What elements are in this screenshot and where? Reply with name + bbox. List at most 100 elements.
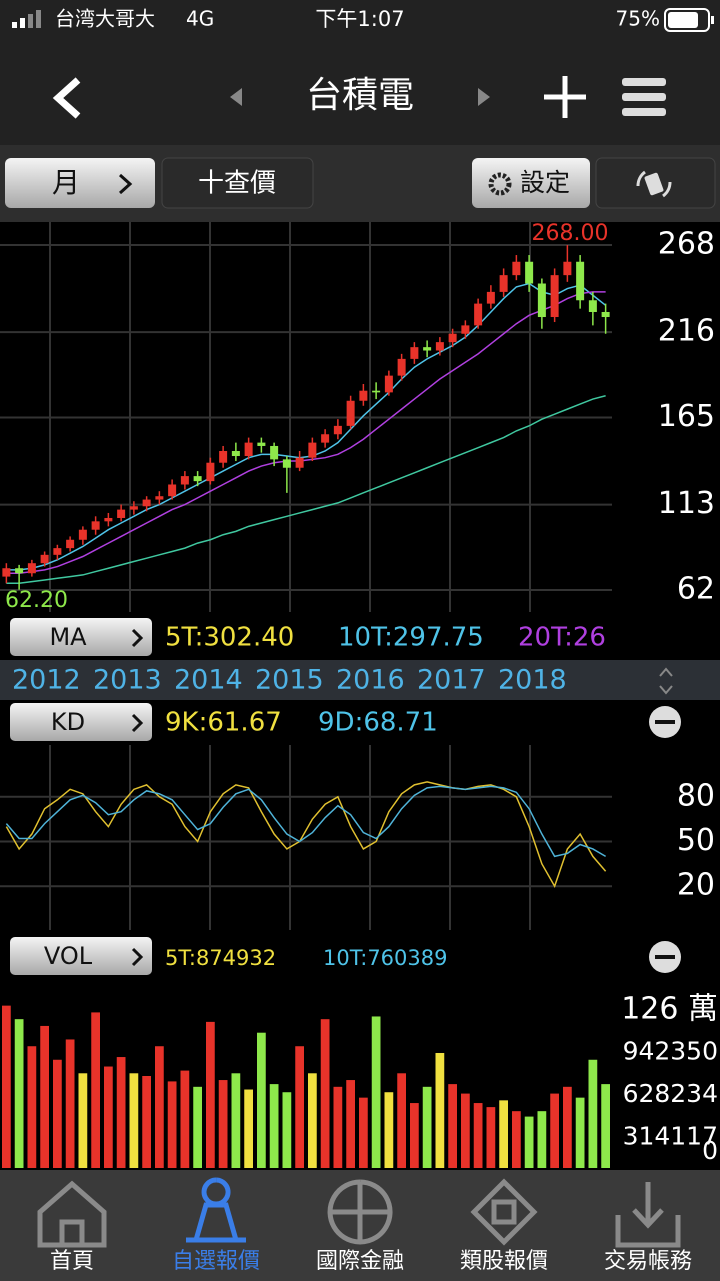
y-tick-label: 126 萬 [621, 992, 718, 1027]
rotate-button[interactable] [595, 157, 716, 209]
volume-bar [295, 1046, 304, 1168]
candle-body [91, 521, 100, 530]
volume-bar [384, 1092, 394, 1168]
tab-icon [37, 1180, 107, 1248]
volume-bar [167, 1081, 177, 1168]
candle-body [372, 390, 381, 393]
add-button[interactable] [544, 76, 586, 118]
network: 4G [186, 7, 214, 31]
high-label: 268.00 [532, 221, 609, 246]
candle-body [155, 496, 164, 500]
tab[interactable]: 自選報價 [172, 1177, 260, 1274]
top-bg [0, 0, 720, 145]
carrier: 台湾大哥大 [55, 7, 155, 31]
volume-bar [269, 1084, 279, 1168]
candle-body [78, 529, 87, 540]
volume-bar [231, 1073, 241, 1168]
volume-bar [346, 1080, 355, 1168]
candle-body [193, 476, 202, 482]
volume-bar [27, 1046, 37, 1168]
kd-v-grid [49, 745, 531, 930]
y-tick-label: 628234 [623, 1079, 718, 1108]
ma-line [6, 282, 607, 571]
back-button[interactable] [52, 77, 81, 119]
candle-body [512, 261, 521, 276]
battery-text: 75% [616, 7, 660, 31]
next-stock[interactable] [478, 88, 490, 106]
candle-body [308, 442, 317, 458]
candle-body [180, 476, 189, 485]
indicator-value: 9K:61.67 [165, 708, 282, 738]
candle-body [333, 425, 342, 435]
volume-bar [448, 1084, 457, 1168]
tab[interactable]: 類股報價 [460, 1178, 548, 1274]
tab[interactable]: 首頁 [37, 1180, 107, 1274]
price-chart: 62 113 165 216 268 [0, 227, 715, 607]
tab-label: 首頁 [50, 1249, 94, 1274]
volume-bar [257, 1032, 266, 1168]
tab-icon [186, 1177, 246, 1243]
candle-body [282, 459, 291, 468]
candle-body [2, 568, 11, 577]
ma-line [6, 291, 606, 575]
volume-bar [435, 1052, 445, 1168]
candle-body [206, 462, 215, 482]
ma-button[interactable]: MA [10, 618, 152, 656]
vol-collapse[interactable] [649, 941, 681, 973]
candle-body [142, 499, 151, 507]
volume-bar [359, 1097, 368, 1168]
candle-body [244, 442, 253, 457]
candle-body [384, 375, 393, 393]
kd-button[interactable]: KD [10, 703, 152, 741]
kd-collapse[interactable] [649, 706, 681, 738]
candle-body [295, 457, 304, 468]
volume-bar [116, 1057, 126, 1168]
menu-button[interactable] [622, 78, 666, 116]
volume-bar [155, 1046, 164, 1168]
candle-body [537, 283, 546, 318]
y-tick-label: 80 [677, 778, 715, 813]
candle-body [499, 275, 508, 292]
indicator-value: 5T:874932 [165, 946, 276, 970]
candle-body [53, 548, 62, 555]
candle-body [231, 450, 240, 457]
tab[interactable]: 交易帳務 [604, 1182, 692, 1274]
volume-bar [524, 1116, 534, 1168]
kd-chart: 20 50 80 [0, 778, 715, 903]
period-button[interactable]: 月 [5, 158, 155, 208]
year-label: 2014 [174, 665, 243, 696]
candle-body [474, 303, 483, 326]
volume-bar [218, 1080, 228, 1168]
candle-body [525, 261, 534, 284]
settings-button[interactable]: 設定 [472, 158, 590, 208]
indicator-value: 9D:68.71 [318, 708, 438, 738]
y-tick-label: 62 [677, 572, 715, 607]
tab-icon [470, 1178, 538, 1246]
period-label: 月 [52, 166, 80, 199]
y-tick-label: 165 [658, 399, 715, 434]
indicator-value: 10T:760389 [323, 946, 447, 970]
prev-stock[interactable] [230, 88, 242, 106]
volume-bar [308, 1073, 317, 1168]
tab-label: 類股報價 [460, 1249, 548, 1274]
volume-bar [461, 1093, 470, 1168]
tab[interactable]: 國際金融 [316, 1179, 404, 1274]
volume-bar [2, 1005, 11, 1168]
year-label: 2015 [255, 665, 324, 696]
volume-bar [180, 1070, 190, 1168]
candle-body [129, 506, 138, 510]
volume-bar [40, 1025, 49, 1168]
resize-handle[interactable] [659, 667, 673, 695]
candle-body [410, 347, 419, 359]
volume-bar [422, 1086, 432, 1168]
candle-body [168, 484, 177, 497]
volume-bar [206, 1021, 215, 1168]
volume-bar [333, 1086, 343, 1168]
volume-bar [282, 1092, 292, 1168]
candle-body [435, 342, 444, 351]
indicator-value: 5T:302.40 [165, 623, 294, 653]
quote-button[interactable]: 十查價 [161, 157, 314, 209]
vol-button[interactable]: VOL [10, 937, 152, 975]
y-tick-label: 113 [658, 486, 715, 521]
